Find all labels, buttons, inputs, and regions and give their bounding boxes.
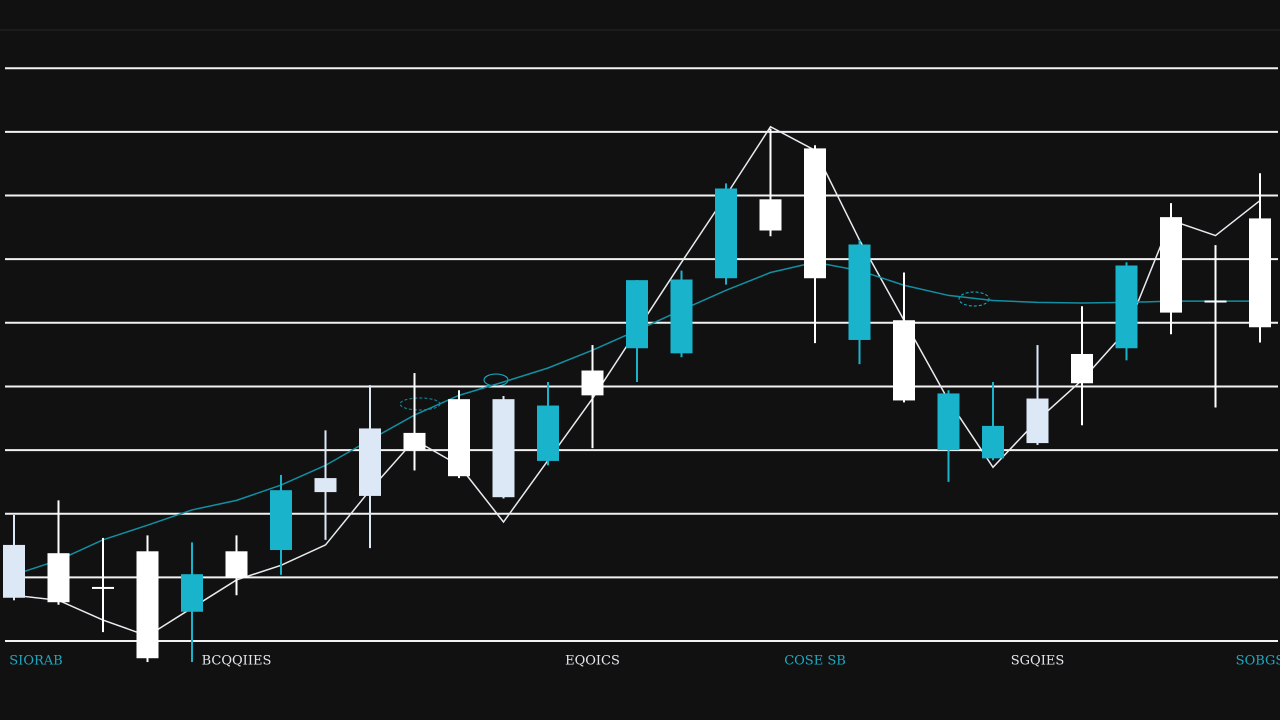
x-tick-label: SGQIES xyxy=(1011,654,1064,669)
candle-body xyxy=(1204,300,1227,303)
candle-body xyxy=(3,544,25,598)
candle-body xyxy=(1160,217,1182,313)
x-tick-label: EQOICS xyxy=(565,654,620,669)
candle-body xyxy=(92,586,114,589)
candle-body xyxy=(982,425,1004,459)
candle-body xyxy=(1249,218,1271,328)
annotation-scribble xyxy=(958,291,990,307)
candle-body xyxy=(492,399,515,498)
candle-body xyxy=(136,551,159,659)
x-tick-label: SIORAB xyxy=(9,654,62,669)
x-tick-label: BCQQIIES xyxy=(202,654,272,669)
candle-body xyxy=(715,188,737,279)
candle-body xyxy=(759,199,782,231)
candle-body xyxy=(670,279,693,354)
candle-body xyxy=(937,393,960,451)
candle-body xyxy=(581,370,604,396)
candle-body xyxy=(225,551,248,579)
candle-body xyxy=(626,280,648,349)
candle-body xyxy=(448,399,470,477)
candle-body xyxy=(314,478,337,493)
candle-body xyxy=(1026,398,1049,444)
candle-body xyxy=(270,490,292,551)
candle-body xyxy=(1071,353,1093,384)
candle-body xyxy=(848,244,871,340)
candle-body xyxy=(403,432,426,451)
candle-body xyxy=(893,320,915,401)
candle-body xyxy=(1115,265,1138,349)
candle-body xyxy=(181,574,203,612)
x-tick-label: SOBGS xyxy=(1236,654,1280,669)
x-tick-label: COSE SB xyxy=(784,654,846,669)
candle-body xyxy=(47,553,70,603)
candle-body xyxy=(537,405,559,461)
candle-body xyxy=(359,428,381,496)
candle-body xyxy=(804,148,826,279)
